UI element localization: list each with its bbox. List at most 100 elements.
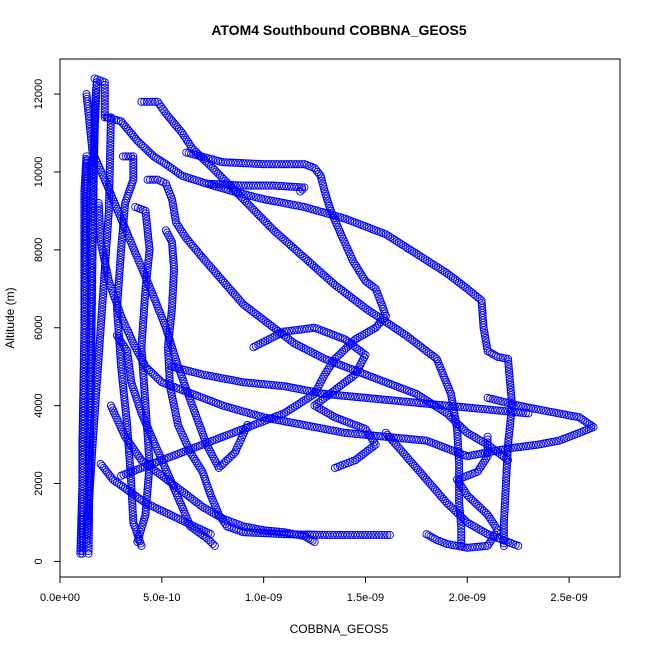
data-point [86,473,95,482]
data-point [95,206,104,215]
x-tick-label: 5.0e-10 [143,592,180,604]
data-point [99,287,108,296]
data-point [94,204,104,213]
data-point [458,403,467,412]
data-point [106,149,115,158]
data-point [119,382,128,392]
data-point [177,227,186,236]
data-point [282,407,291,417]
data-point [132,449,142,458]
data-point [122,434,131,443]
data-point [382,318,391,327]
data-point [145,243,154,252]
data-point [98,297,107,306]
data-point [366,530,375,539]
data-point [425,399,434,408]
data-point [267,380,276,389]
data-point [89,199,98,208]
data-point [479,458,488,467]
data-point [203,505,212,514]
data-point [349,294,358,303]
data-point [244,378,253,387]
data-point [144,258,153,267]
data-point [95,341,104,350]
data-point [459,281,468,290]
data-point [440,401,449,410]
data-point [151,175,160,184]
data-point [86,300,96,309]
data-point [336,381,346,390]
data-point [92,91,101,100]
data-point [364,327,373,336]
data-point [476,463,485,472]
data-point [88,238,97,247]
data-point [502,471,511,480]
data-point [100,94,109,103]
data-point [292,325,301,335]
data-point [110,477,120,486]
data-point [129,160,138,169]
data-point [126,373,135,382]
data-point [176,225,185,234]
data-point [157,157,166,166]
data-point [104,214,113,223]
data-point [506,383,515,392]
data-point [82,532,91,541]
data-point [86,315,95,324]
data-point [338,530,347,539]
data-point [145,240,154,249]
data-point [453,402,462,411]
data-point [503,407,513,416]
data-point [91,115,100,124]
data-point [106,152,115,161]
data-point [472,434,481,443]
data-point [97,315,106,324]
data-point [339,379,348,388]
data-point [167,306,176,315]
data-point [128,513,138,522]
data-point [241,522,250,531]
data-point [315,404,324,413]
data-point [89,170,98,179]
data-point [310,537,319,546]
data-point [381,432,390,441]
data-point [259,526,268,535]
data-point [88,145,97,154]
data-point [83,527,92,536]
data-point [272,381,281,390]
data-point [93,365,102,374]
data-point [463,403,472,412]
data-point [128,500,137,509]
data-point [89,188,98,197]
data-point [86,331,95,340]
data-point [312,400,321,409]
data-point [86,341,95,350]
data-point [499,526,508,535]
data-point [208,452,217,461]
data-point [139,457,148,466]
data-points [76,74,598,558]
data-point [106,123,115,132]
data-point [350,259,359,268]
data-point [87,453,96,462]
data-point [473,542,482,551]
data-point [98,295,107,304]
data-point [287,160,296,169]
data-point [90,414,99,423]
data-point [351,392,360,401]
data-point [180,488,189,497]
data-point [472,523,481,532]
data-point [218,180,227,189]
data-point [302,324,311,333]
data-point [91,393,100,402]
data-point [85,122,94,131]
data-point [376,395,385,404]
data-point [450,402,459,411]
data-point [426,350,435,359]
data-point [214,511,223,521]
data-point [142,219,151,228]
data-point [282,182,291,191]
x-axis-label: COBBNA_GEOS5 [290,622,389,636]
data-point [431,262,441,271]
data-point [481,334,490,343]
